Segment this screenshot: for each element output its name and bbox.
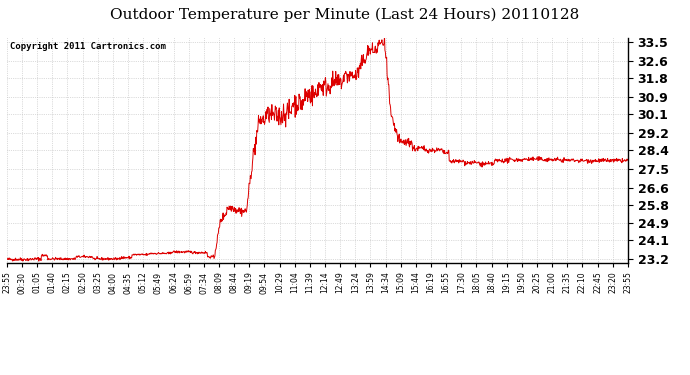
Text: Copyright 2011 Cartronics.com: Copyright 2011 Cartronics.com [10,42,166,51]
Text: Outdoor Temperature per Minute (Last 24 Hours) 20110128: Outdoor Temperature per Minute (Last 24 … [110,8,580,22]
